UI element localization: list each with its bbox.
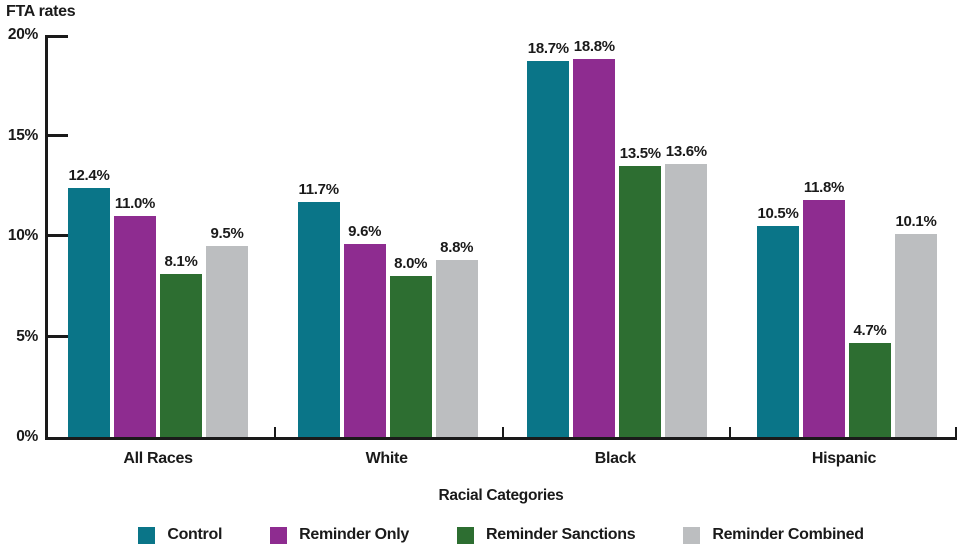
bar-value-label: 8.0%: [394, 255, 428, 273]
legend-item-reminder-only: Reminder Only: [270, 526, 409, 544]
category-label-black: Black: [594, 450, 637, 467]
legend-item-reminder-combined: Reminder Combined: [683, 526, 864, 544]
bar-reminder-sanctions-black: 13.5%: [619, 145, 662, 437]
bar-value-label: 18.8%: [573, 38, 615, 56]
bar-reminder-sanctions-white: 8.0%: [389, 255, 432, 437]
x-axis-title: Racial Categories: [438, 487, 564, 504]
x-tick-mark: [955, 427, 957, 437]
y-tick-mark: [48, 133, 68, 137]
bar-reminder-combined-black: 13.6%: [665, 143, 708, 437]
bar-group-black: 18.7% 18.8% 13.5% 13.6%: [527, 35, 708, 437]
bar-reminder-combined-hispanic: 10.1%: [894, 213, 937, 437]
category-label-hispanic: Hispanic: [811, 450, 877, 467]
y-tick-label-10: 10%: [7, 227, 38, 244]
bar-control-hispanic: 10.5%: [756, 205, 799, 437]
reminder-only-swatch-icon: [270, 526, 288, 544]
legend-label: Reminder Combined: [712, 526, 864, 543]
bar-group-hispanic: 10.5% 11.8% 4.7% 10.1%: [756, 35, 937, 437]
bar-value-label: 8.1%: [164, 253, 198, 271]
bar-value-label: 18.7%: [527, 40, 569, 58]
bar-reminder-only-black: 18.8%: [573, 38, 616, 437]
legend-item-reminder-sanctions: Reminder Sanctions: [457, 526, 636, 544]
bar-reminder-only-all-races: 11.0%: [114, 195, 156, 437]
legend-label: Control: [167, 526, 223, 543]
category-label-white: White: [365, 450, 408, 467]
bar-group-all-races: 12.4% 11.0% 8.1% 9.5%: [68, 35, 248, 437]
bar-value-label: 13.6%: [665, 142, 707, 160]
bar-value-label: 11.7%: [298, 180, 340, 198]
bar-group-white: 11.7% 9.6% 8.0% 8.8%: [297, 35, 478, 437]
bar-reminder-only-hispanic: 11.8%: [802, 179, 845, 437]
bar-value-label: 9.5%: [210, 225, 244, 243]
legend-item-control: Control: [138, 526, 222, 544]
y-tick-label-20: 20%: [7, 26, 38, 43]
bar-value-label: 13.5%: [619, 144, 661, 162]
y-tick-mark: [48, 234, 68, 237]
bar-value-label: 4.7%: [853, 321, 887, 339]
x-tick-mark: [728, 427, 731, 437]
y-axis-title: FTA rates: [6, 3, 76, 20]
bar-reminder-combined-white: 8.8%: [435, 239, 478, 437]
bar-reminder-combined-all-races: 9.5%: [206, 225, 248, 437]
bar-value-label: 11.0%: [114, 194, 156, 212]
bar-value-label: 10.5%: [757, 204, 799, 222]
reminder-combined-swatch-icon: [683, 526, 701, 544]
legend: Control Reminder Only Reminder Sanctions…: [45, 526, 957, 544]
bar-reminder-sanctions-all-races: 8.1%: [160, 253, 202, 437]
y-tick-mark: [48, 334, 68, 338]
bar-control-black: 18.7%: [527, 40, 570, 437]
reminder-sanctions-swatch-icon: [457, 526, 474, 544]
x-tick-mark: [274, 427, 277, 437]
plot-area: 12.4% 11.0% 8.1% 9.5% 11.7% 9.6% 8.0% 8.8% 18.7%…: [45, 35, 957, 440]
category-label-all-races: All Races: [123, 450, 193, 467]
legend-label: Reminder Only: [299, 526, 409, 543]
plot-bars: 12.4% 11.0% 8.1% 9.5% 11.7% 9.6% 8.0% 8.8% 18.7%…: [48, 35, 957, 437]
bar-value-label: 10.1%: [895, 213, 937, 230]
y-axis-tick-labels: 20% 15% 10% 5% 0%: [0, 0, 38, 554]
bar-reminder-only-white: 9.6%: [343, 223, 386, 437]
y-tick-label-0: 0%: [16, 428, 38, 445]
x-category-labels: All Races White Black Hispanic: [45, 450, 957, 468]
control-swatch-icon: [138, 526, 156, 544]
bar-value-label: 12.4%: [68, 166, 110, 184]
bar-value-label: 9.6%: [348, 223, 382, 241]
y-tick-label-5: 5%: [16, 327, 38, 345]
y-tick-label-15: 15%: [7, 126, 38, 144]
legend-label: Reminder Sanctions: [486, 526, 636, 543]
bar-value-label: 8.8%: [440, 239, 474, 257]
bar-control-all-races: 12.4%: [68, 167, 110, 437]
y-tick-mark: [48, 35, 68, 38]
x-tick-mark: [501, 427, 504, 437]
bar-control-white: 11.7%: [297, 181, 340, 437]
bar-value-label: 11.8%: [803, 178, 845, 196]
bar-reminder-sanctions-hispanic: 4.7%: [848, 322, 891, 437]
